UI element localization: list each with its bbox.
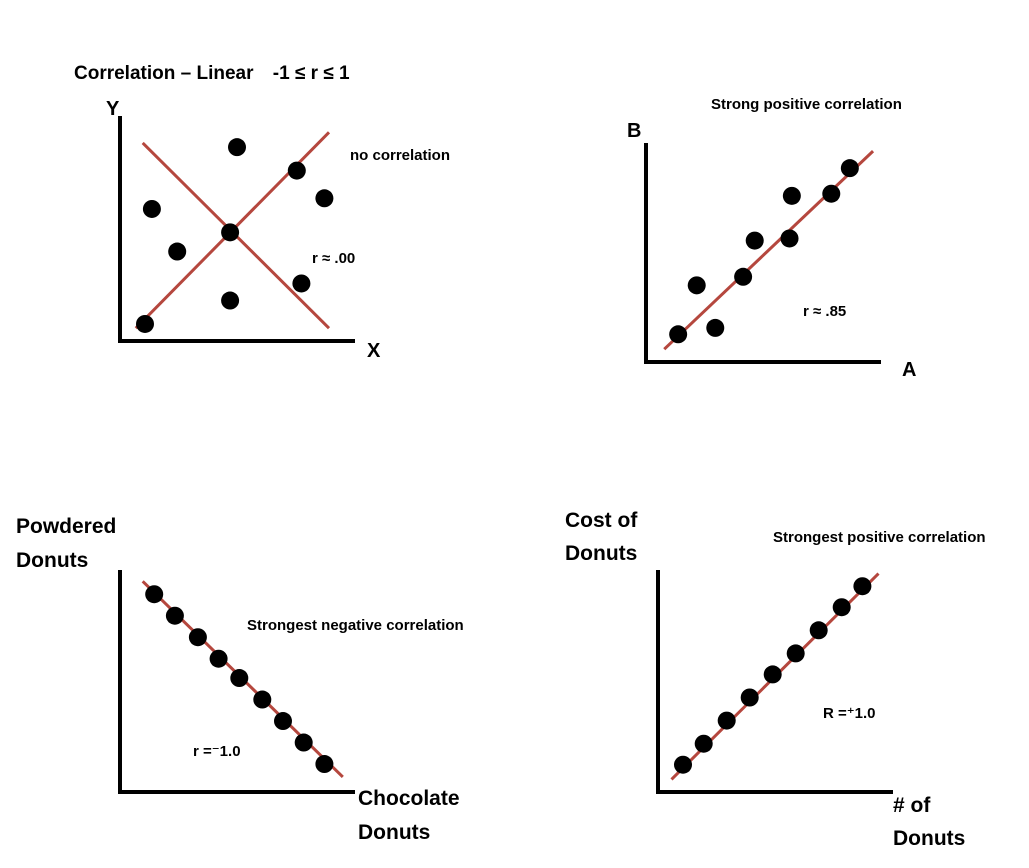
r-value-strongest-negative: r =⁻1.0: [193, 743, 241, 760]
data-point-strong-positive-9: [840, 159, 859, 178]
data-point-strong-positive-2: [687, 276, 706, 295]
figure-title-text: Correlation – Linear: [74, 63, 254, 84]
data-point-strongest-negative-7: [274, 712, 292, 731]
y-axis-label-strong-positive: B: [627, 120, 641, 142]
x-axis-label-strongest-positive-line-2: Donuts: [893, 827, 965, 850]
data-point-strongest-positive-6: [786, 644, 805, 663]
data-point-strongest-positive-9: [853, 577, 872, 596]
data-point-strongest-positive-1: [674, 755, 692, 774]
data-point-no-correlation-6: [221, 291, 240, 310]
data-point-no-correlation-8: [315, 189, 334, 208]
data-point-strongest-negative-8: [294, 733, 313, 752]
data-point-strong-positive-4: [734, 267, 753, 286]
data-point-no-correlation-1: [136, 314, 154, 333]
fit-line-strong-positive-1: [663, 150, 875, 351]
y-axis-label-no-correlation: Y: [106, 98, 120, 120]
data-point-strong-positive-7: [782, 186, 801, 205]
scatter-panel-strong-positive: Strong positive correlation r ≈ .85 A B: [627, 96, 916, 381]
panel-group: no correlation r ≈ .00 X Y Strong positive c…: [16, 96, 986, 850]
axes-no-correlation: [118, 116, 355, 343]
data-point-strong-positive-3: [706, 318, 725, 337]
data-point-strong-positive-6: [780, 229, 799, 248]
annotation-strongest-negative: Strongest negative correlation: [247, 617, 464, 634]
data-point-no-correlation-4: [228, 138, 246, 157]
scatter-panel-strongest-negative: Strongest negative correlation r =⁻1.0 Cho…: [16, 515, 464, 844]
y-axis-label-strongest-negative-line-1: Powdered: [16, 515, 116, 538]
axes-strong-positive: [644, 143, 881, 364]
data-point-strongest-positive-4: [740, 688, 759, 707]
data-point-strongest-positive-8: [832, 598, 851, 617]
axes-strongest-negative: [118, 570, 355, 794]
data-point-strong-positive-1: [669, 325, 688, 344]
data-point-strongest-positive-3: [717, 711, 736, 730]
y-axis-label-strongest-positive-line-2: Donuts: [565, 542, 637, 565]
axes-strongest-positive: [656, 570, 893, 794]
x-axis-label-strongest-negative-line-1: Chocolate: [358, 787, 460, 810]
annotation-no-correlation: no correlation: [350, 147, 450, 164]
data-point-strongest-positive-7: [809, 621, 828, 640]
data-point-strongest-negative-1: [145, 585, 164, 604]
data-point-strong-positive-8: [822, 184, 841, 203]
data-point-strongest-negative-4: [209, 649, 228, 668]
r-value-strong-positive: r ≈ .85: [803, 303, 846, 320]
y-axis-label-strongest-positive-line-1: Cost of: [565, 509, 638, 532]
scatter-panel-strongest-positive: Strongest positive correlation R =⁺1.0 # o…: [565, 509, 986, 850]
scatter-panel-no-correlation: no correlation r ≈ .00 X Y: [106, 98, 450, 362]
data-point-strongest-negative-5: [230, 669, 249, 688]
x-axis-label-strong-positive: A: [902, 359, 916, 381]
x-axis-label-strongest-positive-line-1: # of: [893, 794, 931, 817]
r-value-no-correlation: r ≈ .00: [312, 250, 355, 267]
data-point-no-correlation-2: [142, 199, 161, 218]
x-axis-label-no-correlation: X: [367, 340, 381, 362]
data-point-strong-positive-5: [745, 231, 764, 250]
data-point-strongest-negative-9: [315, 755, 334, 774]
data-point-no-correlation-3: [168, 242, 187, 261]
r-value-strongest-positive: R =⁺1.0: [823, 705, 876, 722]
figure-title-range: -1 ≤ r ≤ 1: [273, 63, 350, 84]
y-axis-label-strongest-negative-line-2: Donuts: [16, 549, 88, 572]
data-point-strongest-negative-3: [188, 628, 207, 647]
data-point-no-correlation-7: [287, 161, 306, 180]
annotation-strong-positive: Strong positive correlation: [711, 96, 902, 113]
data-point-no-correlation-9: [292, 274, 311, 293]
x-axis-label-strongest-negative-line-2: Donuts: [358, 821, 430, 844]
annotation-strongest-positive: Strongest positive correlation: [773, 529, 986, 546]
figure-title: Correlation – Linear -1 ≤ r ≤ 1: [74, 63, 350, 84]
data-point-no-correlation-5: [221, 223, 240, 242]
data-point-strongest-negative-2: [165, 606, 184, 625]
data-point-strongest-positive-5: [763, 665, 782, 684]
data-point-strongest-negative-6: [253, 690, 272, 709]
data-point-strongest-positive-2: [694, 734, 713, 753]
